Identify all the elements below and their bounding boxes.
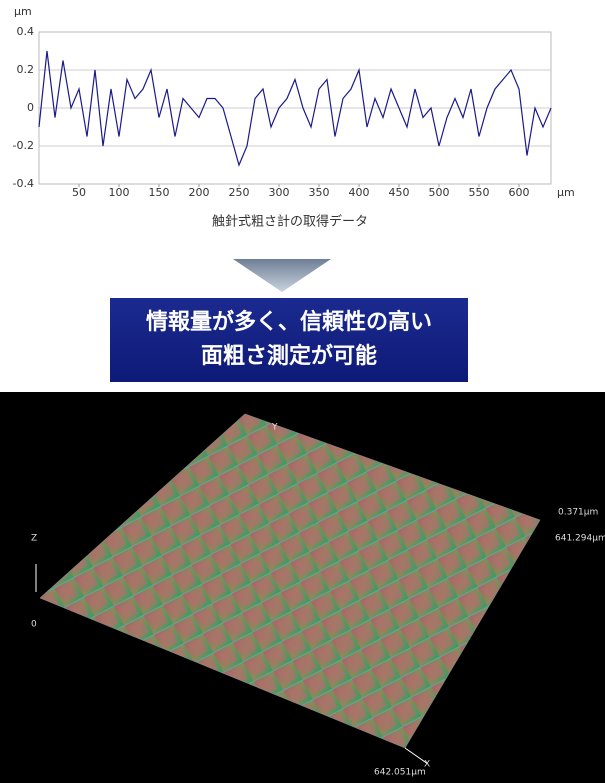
x-tick-label: 500 xyxy=(429,186,450,199)
y-tick-label: -0.2 xyxy=(13,139,34,152)
x-tick-label: 300 xyxy=(269,186,290,199)
dimension: 641.294μm xyxy=(555,534,605,544)
x-tick-label: 450 xyxy=(389,186,410,199)
surface xyxy=(40,414,540,748)
y-tick-label: 0.2 xyxy=(17,63,35,76)
y-tick-label: -0.4 xyxy=(13,177,34,190)
x-tick-label: 400 xyxy=(349,186,370,199)
axis-label: X xyxy=(424,760,430,770)
caption: 触針式粗さ計の取得データ xyxy=(212,214,368,230)
banner: 情報量が多く、信頼性の高い 面粗さ測定が可能 xyxy=(110,298,468,382)
down-arrow xyxy=(233,259,331,292)
axis-label: Z xyxy=(31,534,37,544)
x-tick-label: 100 xyxy=(109,186,130,199)
chart: μm μm 触針式粗さ計の取得データ 0.4 0.2 0 -0.2 -0.4 50 100 1… xyxy=(13,5,575,230)
x-tick-label: 150 xyxy=(149,186,170,199)
y-tick-label: 0.4 xyxy=(17,25,35,38)
x-axis xyxy=(404,747,429,765)
banner-line: 面粗さ測定が可能 xyxy=(200,344,377,369)
arrow xyxy=(233,259,331,292)
x-tick-label: 600 xyxy=(509,186,530,199)
x-tick-label: 550 xyxy=(469,186,490,199)
x-tick-label: 200 xyxy=(189,186,210,199)
x-tick-label: 350 xyxy=(309,186,330,199)
frame xyxy=(39,413,541,749)
axis-label: 0 xyxy=(31,620,37,630)
banner-line: 情報量が多く、信頼性の高い xyxy=(145,310,432,335)
x-tick-label: 250 xyxy=(229,186,250,199)
dimension: 642.051μm xyxy=(374,768,426,778)
x-unit: μm xyxy=(557,186,575,199)
x-tick-label: 50 xyxy=(72,186,86,199)
y-tick-label: 0 xyxy=(27,101,34,114)
series-line xyxy=(38,50,552,167)
surface-image: Y Z 0 X 0.371μm 641.294μm 642.051μm xyxy=(0,392,605,783)
dimension: 0.371μm xyxy=(558,508,598,518)
axis-label: Y xyxy=(271,423,278,433)
y-unit: μm xyxy=(14,5,32,18)
